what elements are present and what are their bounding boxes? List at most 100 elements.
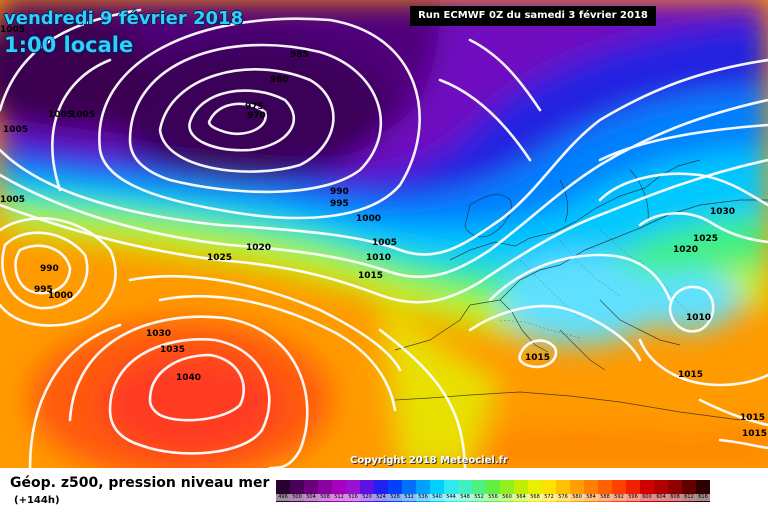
isobar-labels: 9859809759701005100510051005100599099510… [0,25,767,439]
isobar-label: 990 [330,187,349,197]
scale-cell: 536 [416,480,430,502]
isobar-label: 1025 [693,234,718,244]
scale-value: 580 [570,494,584,501]
isobar-label: 1035 [160,345,185,355]
scale-cell: 560 [500,480,514,502]
country-borders [499,229,701,339]
scale-cell: 496 [276,480,290,502]
isobar-label: 990 [40,264,59,274]
isobar-label: 1015 [358,271,383,281]
isobar-label: 1005 [48,110,73,120]
isobar-label: 975 [245,102,264,112]
isobar-label: 1000 [48,291,73,301]
scale-value: 584 [584,494,598,501]
scale-cell: 604 [654,480,668,502]
scale-cell: 540 [430,480,444,502]
scale-value: 608 [668,494,682,501]
isobar-label: 1005 [0,195,25,205]
scale-value: 588 [598,494,612,501]
scale-cell: 520 [360,480,374,502]
scale-value: 612 [682,494,696,501]
isobar-label: 1005 [0,25,25,35]
isobar-label: 1005 [70,110,95,120]
geopotential-field [0,0,768,468]
scale-value: 536 [416,494,430,501]
isobar-label: 1030 [710,207,735,217]
scale-cell: 588 [598,480,612,502]
scale-value: 544 [444,494,458,501]
scale-value: 508 [318,494,332,501]
isobar-label: 970 [247,111,266,121]
isobar-label: 985 [290,50,309,60]
scale-value: 604 [654,494,668,501]
isobar-label: 1040 [176,373,201,383]
scale-value: 540 [430,494,444,501]
scale-cell: 552 [472,480,486,502]
isobar-label: 1000 [356,214,381,224]
scale-value: 552 [472,494,486,501]
scale-value: 500 [290,494,304,501]
scale-cell: 512 [332,480,346,502]
color-scale: 496 500 504 508 512 516 520 524 528 532 536 540 544 5… [276,480,710,502]
scale-cell: 592 [612,480,626,502]
scale-value: 556 [486,494,500,501]
scale-value: 572 [542,494,556,501]
isobar-label: 1015 [742,429,767,439]
scale-value: 616 [696,494,710,501]
isobar-label: 1010 [686,313,711,323]
isobar-label: 1015 [740,413,765,423]
isobar-label: 995 [34,285,53,295]
isobar-label: 995 [330,199,349,209]
scale-value: 512 [332,494,346,501]
scale-value: 528 [388,494,402,501]
scale-value: 564 [514,494,528,501]
scale-value: 532 [402,494,416,501]
legend-footer: Géop. z500, pression niveau mer (+144h) … [0,468,768,512]
scale-cell: 516 [346,480,360,502]
scale-cell: 608 [668,480,682,502]
scale-cell: 564 [514,480,528,502]
scale-value: 600 [640,494,654,501]
isobar-label: 1020 [246,243,271,253]
scale-cell: 532 [402,480,416,502]
scale-value: 568 [528,494,542,501]
scale-cell: 612 [682,480,696,502]
isobar-label: 1015 [525,353,550,363]
scale-cell: 504 [304,480,318,502]
scale-cell: 580 [570,480,584,502]
isobar-label: 1020 [673,245,698,255]
isobar-label: 1005 [372,238,397,248]
isobar-label: 1010 [366,253,391,263]
isobar-label: 1015 [678,370,703,380]
scale-value: 496 [276,494,290,501]
forecast-time: 1:00 locale [4,33,134,57]
scale-value: 520 [360,494,374,501]
scale-value: 560 [500,494,514,501]
forecast-map: 9859809759701005100510051005100599099510… [0,0,768,468]
forecast-date: vendredi 9 février 2018 [4,8,244,29]
parameter-label: Géop. z500, pression niveau mer [10,475,270,491]
isobar-label: 1005 [3,125,28,135]
scale-cell: 600 [640,480,654,502]
scale-cell: 548 [458,480,472,502]
scale-value: 504 [304,494,318,501]
scale-cell: 576 [556,480,570,502]
scale-value: 548 [458,494,472,501]
run-info: Run ECMWF 0Z du samedi 3 février 2018 [410,6,656,26]
isobars [0,8,768,468]
scale-cell: 584 [584,480,598,502]
scale-cell: 528 [388,480,402,502]
isobar-label: 1025 [207,253,232,263]
scale-cell: 556 [486,480,500,502]
scale-cell: 500 [290,480,304,502]
scale-cell: 572 [542,480,556,502]
isobar-label: 980 [270,75,289,85]
scale-value: 596 [626,494,640,501]
isobar-label: 1030 [146,329,171,339]
scale-value: 592 [612,494,626,501]
scale-value: 524 [374,494,388,501]
scale-cell: 596 [626,480,640,502]
scale-cell: 524 [374,480,388,502]
scale-cell: 544 [444,480,458,502]
